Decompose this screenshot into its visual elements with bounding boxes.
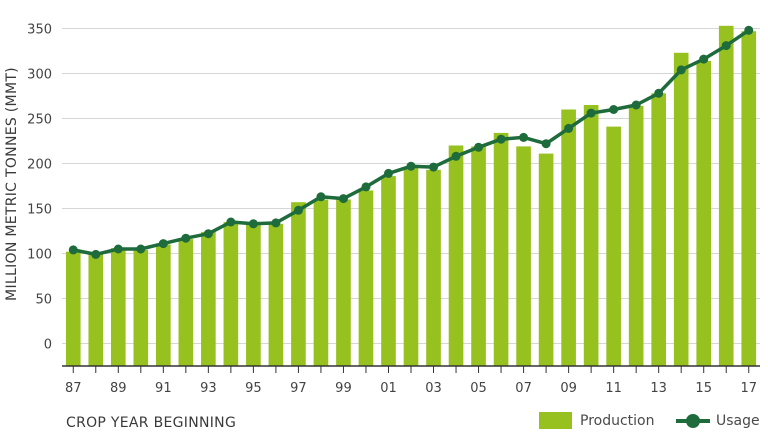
production-bar-12 xyxy=(628,105,644,367)
usage-point-88 xyxy=(91,249,101,259)
usage-point-03 xyxy=(429,162,439,172)
production-bar-91 xyxy=(156,244,171,366)
usage-point-17 xyxy=(744,25,754,35)
usage-point-05 xyxy=(474,142,484,152)
usage-point-07 xyxy=(519,132,529,142)
production-bar-04 xyxy=(448,145,464,366)
x-tick-label-01: 01 xyxy=(380,381,397,396)
usage-point-97 xyxy=(293,205,303,215)
y-tick-label-200: 200 xyxy=(27,158,52,173)
legend-usage-marker xyxy=(686,414,700,428)
usage-point-04 xyxy=(451,151,461,161)
usage-point-15 xyxy=(699,54,709,64)
production-bar-95 xyxy=(246,223,261,366)
production-bar-87 xyxy=(65,251,81,366)
usage-point-92 xyxy=(181,233,191,243)
usage-point-01 xyxy=(383,168,393,178)
x-tick-label-99: 99 xyxy=(335,381,352,396)
production-bar-14 xyxy=(673,52,689,367)
usage-point-11 xyxy=(609,105,619,114)
y-tick-label-300: 300 xyxy=(27,68,52,83)
production-bar-94 xyxy=(223,222,239,366)
y-tick-label-350: 350 xyxy=(27,23,52,38)
usage-point-91 xyxy=(158,239,168,249)
x-tick-label-17: 17 xyxy=(740,381,757,396)
production-bar-08 xyxy=(538,153,554,366)
production-bar-90 xyxy=(133,249,149,366)
usage-point-14 xyxy=(676,65,686,75)
usage-point-98 xyxy=(316,192,326,202)
y-tick-label-250: 250 xyxy=(27,113,52,128)
usage-point-06 xyxy=(496,134,506,144)
production-bar-96 xyxy=(268,223,284,366)
y-tick-label-100: 100 xyxy=(27,248,52,263)
usage-point-93 xyxy=(203,229,213,239)
production-bars xyxy=(65,25,757,367)
x-tick-label-95: 95 xyxy=(245,381,262,396)
production-bar-00 xyxy=(358,190,374,366)
production-bar-15 xyxy=(696,60,712,367)
production-bar-13 xyxy=(651,93,666,367)
y-axis-title: MILLION METRIC TONNES (MMT) xyxy=(4,67,20,301)
x-tick-label-13: 13 xyxy=(650,381,667,396)
production-bar-03 xyxy=(426,169,441,366)
production-bar-99 xyxy=(336,199,351,366)
usage-line-layer xyxy=(68,25,754,259)
usage-point-09 xyxy=(564,123,574,133)
production-bar-92 xyxy=(178,239,194,366)
production-bar-88 xyxy=(88,252,104,366)
usage-point-13 xyxy=(654,88,664,98)
production-bar-10 xyxy=(583,105,599,366)
production-bar-97 xyxy=(291,202,306,366)
y-tick-labels: 0 50 100 150 200 250 300 350 xyxy=(27,23,52,353)
production-bar-17 xyxy=(741,31,757,366)
y-tick-label-0: 0 xyxy=(44,338,52,353)
x-axis xyxy=(62,365,760,373)
x-tick-label-89: 89 xyxy=(110,381,127,396)
usage-point-10 xyxy=(586,108,596,118)
legend-production-swatch xyxy=(539,412,572,429)
x-tick-label-93: 93 xyxy=(200,381,217,396)
x-tick-label-91: 91 xyxy=(155,381,172,396)
legend-usage-label: Usage xyxy=(716,413,760,429)
usage-point-99 xyxy=(338,194,348,204)
usage-point-96 xyxy=(271,218,281,228)
x-tick-label-15: 15 xyxy=(695,381,712,396)
x-tick-label-87: 87 xyxy=(65,381,82,396)
production-bar-05 xyxy=(471,146,486,366)
legend: Production Usage xyxy=(539,412,760,429)
production-bar-11 xyxy=(606,126,621,366)
production-bar-09 xyxy=(561,109,576,366)
legend-production-label: Production xyxy=(580,413,654,429)
usage-point-89 xyxy=(113,244,123,254)
production-bar-98 xyxy=(313,199,329,366)
x-tick-label-97: 97 xyxy=(290,381,307,396)
usage-point-02 xyxy=(406,161,416,171)
y-tick-label-150: 150 xyxy=(27,203,52,218)
production-bar-06 xyxy=(493,132,509,366)
x-tick-label-03: 03 xyxy=(425,381,442,396)
x-axis-title: CROP YEAR BEGINNING xyxy=(66,415,236,431)
production-bar-01 xyxy=(381,176,396,366)
production-bar-89 xyxy=(110,248,126,366)
x-tick-label-09: 09 xyxy=(560,381,577,396)
production-bar-07 xyxy=(516,146,531,366)
production-bar-02 xyxy=(403,168,419,366)
x-tick-labels: 87 89 91 93 95 97 99 01 03 05 07 09 11 13 15 17 xyxy=(65,381,757,396)
production-bar-16 xyxy=(718,25,734,367)
usage-point-16 xyxy=(721,41,731,51)
production-bar-93 xyxy=(201,231,216,366)
usage-point-90 xyxy=(136,244,146,254)
usage-point-00 xyxy=(361,182,371,192)
x-tick-label-11: 11 xyxy=(605,381,622,396)
usage-point-94 xyxy=(226,217,236,227)
usage-point-87 xyxy=(68,245,78,255)
y-tick-label-50: 50 xyxy=(35,293,52,308)
x-tick-label-07: 07 xyxy=(515,381,532,396)
usage-point-08 xyxy=(541,139,551,149)
usage-point-95 xyxy=(248,219,258,229)
x-tick-label-05: 05 xyxy=(470,381,487,396)
usage-point-12 xyxy=(631,100,641,110)
